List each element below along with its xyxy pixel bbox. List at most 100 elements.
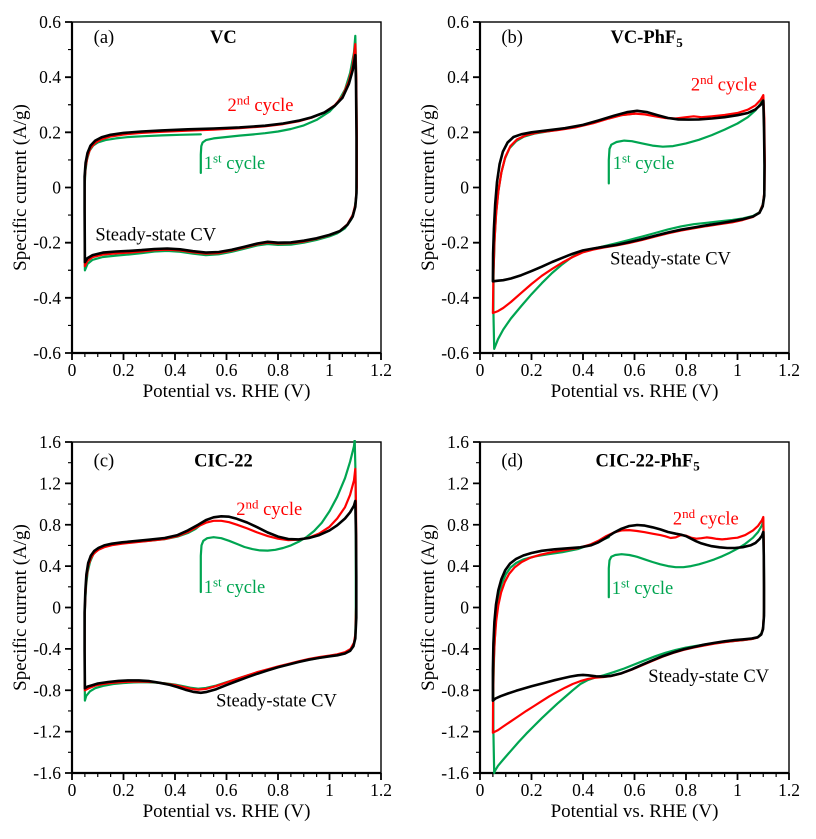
x-tick-label: 1.2	[370, 780, 392, 800]
x-tick-label: 0	[476, 360, 485, 380]
annotation-panel-label: (b)	[501, 28, 523, 48]
major-ticks	[473, 21, 790, 360]
x-tick-label: 1	[733, 360, 742, 380]
y-tick-label: -0.4	[33, 639, 61, 659]
annotation-panel-label: (d)	[501, 452, 523, 472]
panel-b-chart: 0 0.2 0.4 0.6 0.8 1 1.2-0.6-0.4-0.200.20.40.6P…	[418, 12, 800, 402]
y-tick-label: 0.8	[447, 515, 469, 535]
x-axis-title: Potential vs. RHE (V)	[551, 381, 719, 402]
plot-frame	[71, 21, 382, 354]
y-axis-title: Specific current (A/g)	[10, 104, 31, 271]
x-tick-label: 0.6	[624, 360, 646, 380]
annotation-label-1st-cycle: 1st cycle	[613, 150, 675, 174]
series-2nd-cycle	[491, 94, 766, 315]
y-tick-label: -0.6	[33, 343, 61, 363]
series-steady-state-cv	[83, 53, 358, 264]
minor-ticks	[476, 462, 777, 777]
y-tick-label: 0	[52, 178, 61, 198]
panel-a-chart: 0 0.2 0.4 0.6 0.8 1 1.2-0.6-0.4-0.200.20.40.6P…	[10, 12, 392, 402]
annotation-label-steady-state: Steady-state CV	[648, 667, 769, 687]
y-tick-label: -0.8	[441, 680, 469, 700]
y-tick-label: -0.2	[33, 233, 61, 253]
series-steady-state-cv	[83, 499, 358, 695]
x-tick-label: 0.4	[572, 360, 594, 380]
y-tick-label: -0.2	[441, 233, 469, 253]
y-tick-label: -1.6	[441, 763, 469, 783]
annotation-label-steady-state: Steady-state CV	[610, 249, 731, 269]
x-tick-label: 0.2	[113, 360, 135, 380]
x-tick-label: 0.6	[216, 360, 238, 380]
plot-frame	[71, 441, 382, 774]
x-axis-title: Potential vs. RHE (V)	[551, 801, 719, 822]
x-tick-label: 0.6	[216, 780, 238, 800]
y-axis-title: Specific current (A/g)	[418, 524, 439, 691]
y-tick-label: 0.2	[39, 122, 61, 142]
y-tick-label: 0	[52, 598, 61, 618]
x-tick-label: 0	[68, 360, 77, 380]
y-tick-label: 0.4	[39, 556, 61, 576]
y-tick-label: -0.4	[441, 288, 469, 308]
y-tick-label: 1.2	[447, 473, 469, 493]
y-tick-label: 1.2	[39, 473, 61, 493]
x-tick-label: 0	[68, 780, 77, 800]
panel-d-chart: 0 0.2 0.4 0.6 0.8 1 1.2 -1.6 -1.2 -0.8 -0.4 0 0.4 0.8…	[418, 432, 800, 822]
annotation-panel-title: CIC-22-PhF5	[596, 452, 701, 474]
x-axis-title: Potential vs. RHE (V)	[143, 801, 311, 822]
x-tick-label: 0.8	[675, 780, 697, 800]
y-tick-label: 0	[460, 598, 469, 618]
series-1st-cycle	[83, 440, 357, 702]
y-tick-label: 0.8	[39, 515, 61, 535]
annotation-panel-title: VC	[210, 28, 237, 48]
series-steady-state-cv	[491, 523, 766, 702]
panel-a: 0 0.2 0.4 0.6 0.8 1 1.2 -0.6 -0.4 -0.2 0 0.2 0.4 0.6 P…	[0, 0, 408, 425]
y-tick-label: 0	[460, 178, 469, 198]
y-tick-label: 0.6	[39, 12, 61, 32]
x-tick-label: 1.2	[370, 360, 392, 380]
x-tick-label: 0.4	[164, 780, 186, 800]
x-tick-label: 0.6	[624, 780, 646, 800]
y-tick-label: 0.4	[447, 556, 469, 576]
x-tick-label: 0	[476, 780, 485, 800]
x-tick-label: 1	[325, 360, 334, 380]
x-tick-label: 0.2	[521, 360, 543, 380]
major-ticks	[65, 441, 382, 780]
annotation-panel-label: (c)	[94, 452, 115, 472]
annotation-panel-label: (a)	[94, 28, 115, 48]
x-tick-label: 0.4	[164, 360, 186, 380]
x-tick-label: 1	[733, 780, 742, 800]
x-tick-label: 0.2	[521, 780, 543, 800]
minor-ticks	[476, 48, 777, 357]
panel-d: 0 0.2 0.4 0.6 0.8 1 1.2 -1.6 -1.2 -0.8 -0.4 0 0.4 0.8…	[408, 420, 816, 839]
minor-ticks	[68, 462, 369, 777]
annotation-label-2nd-cycle: 2nd cycle	[691, 72, 757, 96]
x-tick-label: 1.2	[778, 780, 800, 800]
plot-frame	[479, 21, 790, 354]
annotation-label-1st-cycle: 1st cycle	[204, 151, 266, 175]
annotation-panel-title: VC-PhF5	[610, 28, 683, 50]
y-tick-label: -1.2	[33, 722, 61, 742]
panel-c: 0 0.2 0.4 0.6 0.8 1 1.2 -1.6 -1.2 -0.8 -0.4 0 0.4 0.8…	[0, 420, 408, 839]
x-tick-label: 0.8	[267, 780, 289, 800]
y-tick-label: 0.4	[39, 67, 61, 87]
panel-b: 0 0.2 0.4 0.6 0.8 1 1.2 -0.6 -0.4 -0.2 0 0.2 0.4 0.6 P…	[408, 0, 816, 425]
annotation-label-2nd-cycle: 2nd cycle	[236, 497, 302, 521]
y-axis-title: Specific current (A/g)	[418, 104, 439, 271]
x-tick-label: 1.2	[778, 360, 800, 380]
annotation-panel-title: CIC-22	[194, 452, 253, 472]
minor-ticks	[68, 48, 369, 357]
x-tick-label: 1	[325, 780, 334, 800]
series-steady-state-cv	[491, 99, 766, 283]
y-tick-label: -1.6	[33, 763, 61, 783]
y-tick-label: 0.2	[447, 122, 469, 142]
panel-c-chart: 0 0.2 0.4 0.6 0.8 1 1.2 -1.6 -1.2 -0.8 -0.4 0 0.4 0.8…	[10, 432, 392, 822]
major-ticks	[473, 441, 790, 780]
y-tick-label: -1.2	[441, 722, 469, 742]
x-axis-title: Potential vs. RHE (V)	[143, 381, 311, 402]
major-ticks	[65, 21, 382, 360]
x-tick-label: 0.4	[572, 780, 594, 800]
annotation-label-1st-cycle: 1st cycle	[204, 574, 266, 598]
y-tick-label: 1.6	[39, 432, 61, 452]
x-tick-label: 0.8	[675, 360, 697, 380]
annotation-label-steady-state: Steady-state CV	[95, 225, 216, 245]
